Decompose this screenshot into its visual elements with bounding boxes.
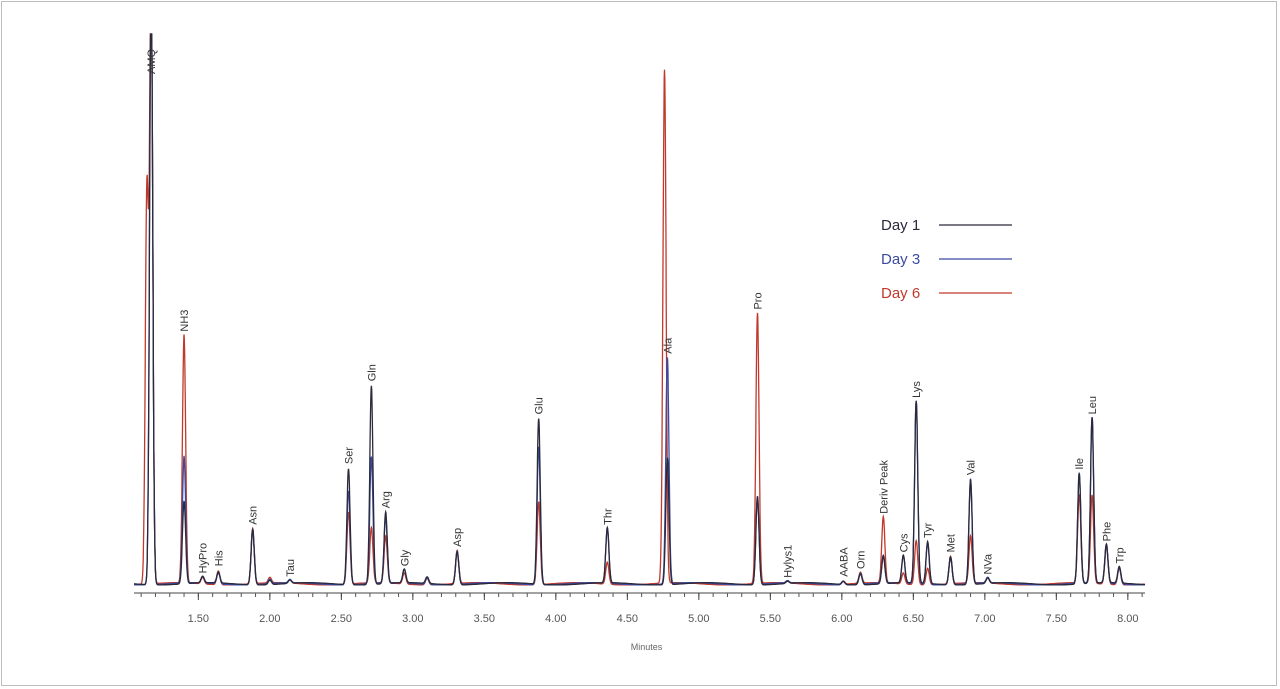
series-line-day-3 bbox=[134, 33, 1145, 586]
peak-label: Ile bbox=[1074, 458, 1086, 470]
x-tick-label: 2.00 bbox=[259, 613, 280, 625]
legend: Day 1 Day 3 Day 6 bbox=[881, 217, 1012, 302]
x-tick-label: 7.50 bbox=[1046, 613, 1067, 625]
x-tick-label: 3.50 bbox=[474, 613, 495, 625]
peak-label: Phe bbox=[1101, 522, 1113, 542]
x-tick-label: 2.50 bbox=[331, 613, 352, 625]
series-line-day-6 bbox=[134, 33, 1146, 586]
peak-label: Thr bbox=[602, 508, 614, 525]
peak-label: Met bbox=[946, 534, 958, 552]
x-axis-title: Minutes bbox=[631, 642, 663, 652]
peak-label: Glu bbox=[534, 397, 546, 414]
x-tick-label: 6.00 bbox=[831, 613, 852, 625]
x-tick-label: 4.50 bbox=[617, 613, 638, 625]
legend-label: Day 1 bbox=[881, 217, 920, 234]
x-tick-label: 3.00 bbox=[402, 613, 423, 625]
x-tick-label: 6.50 bbox=[903, 613, 924, 625]
x-tick-label: 1.50 bbox=[188, 613, 209, 625]
peak-label: Lys bbox=[911, 381, 923, 398]
peak-label: Orn bbox=[855, 551, 867, 569]
peak-label: Cys bbox=[898, 533, 910, 552]
peak-labels: AMQ NH3 HyPro His Asn Tau Ser Gln Arg Gly Asp Glu Th… bbox=[146, 49, 1126, 578]
x-axis: 1.50 2.00 2.50 3.00 3.50 4.00 4.50 5.00 5.50 6.00… bbox=[134, 592, 1145, 625]
x-tick-label: 5.50 bbox=[760, 613, 781, 625]
peak-label: Arg bbox=[381, 491, 393, 508]
peak-label: HyPro bbox=[198, 543, 210, 574]
peak-label: His bbox=[213, 550, 225, 566]
peak-label: Ala bbox=[662, 337, 674, 354]
peak-label: Val bbox=[966, 460, 978, 475]
peak-label: NH3 bbox=[179, 310, 191, 332]
peak-label: Gly bbox=[399, 549, 411, 566]
peak-label: Pro bbox=[752, 292, 764, 309]
legend-label: Day 6 bbox=[881, 285, 920, 302]
peak-label: Asp bbox=[452, 528, 464, 547]
series-line-day-1 bbox=[134, 33, 1145, 586]
peak-label: Gln bbox=[366, 364, 378, 381]
x-tick-label: 8.00 bbox=[1117, 613, 1138, 625]
x-tick-label: 4.00 bbox=[545, 613, 566, 625]
peak-label: Deriv Peak bbox=[878, 459, 890, 513]
peak-label: Hylys1 bbox=[783, 545, 795, 578]
legend-label: Day 3 bbox=[881, 251, 920, 268]
peak-label: Asn bbox=[248, 506, 260, 525]
peak-label: Ser bbox=[343, 447, 355, 464]
peak-label: AMQ bbox=[146, 49, 158, 75]
peak-label: Trp bbox=[1114, 547, 1126, 563]
peak-label: Leu bbox=[1087, 396, 1099, 414]
peak-label: Tyr bbox=[923, 522, 935, 538]
peak-label: NVa bbox=[983, 553, 995, 574]
peak-label: AABA bbox=[838, 547, 850, 577]
x-tick-label: 5.00 bbox=[688, 613, 709, 625]
x-tick-label: 7.00 bbox=[974, 613, 995, 625]
series-layer bbox=[134, 33, 1146, 586]
peak-label: Tau bbox=[285, 559, 297, 577]
